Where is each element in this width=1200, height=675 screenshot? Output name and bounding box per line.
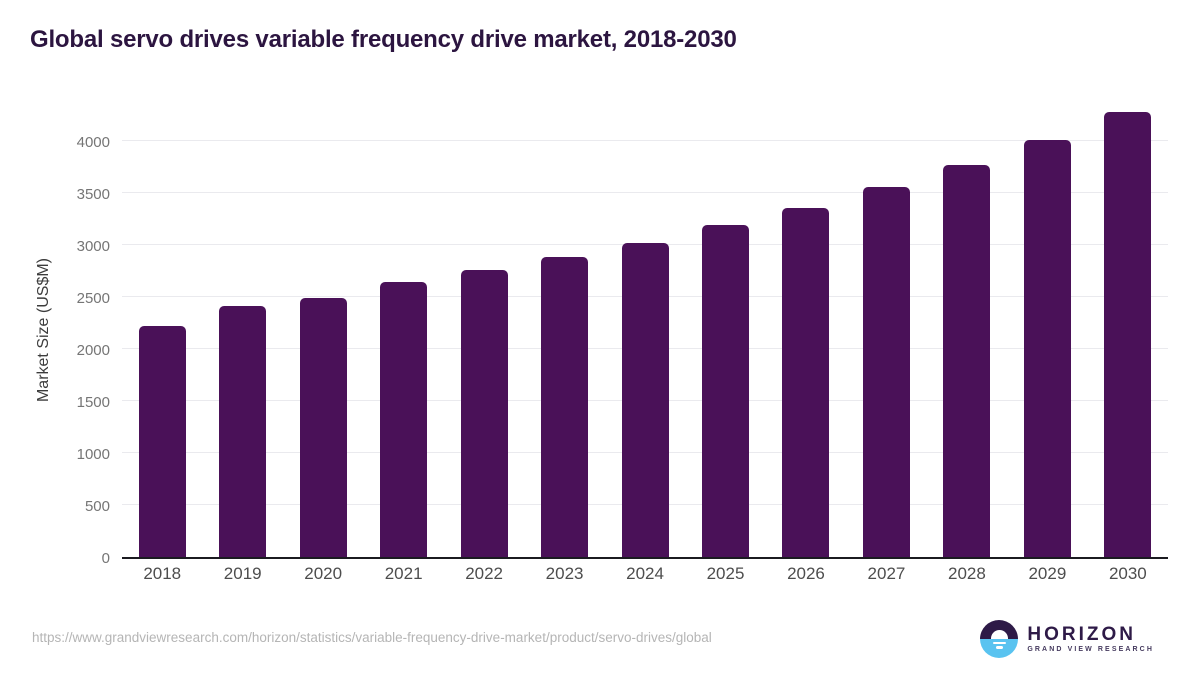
bar-2029 [1023, 139, 1071, 557]
bar-2021 [380, 281, 428, 557]
x-axis-labels: 2018 2019 2020 2021 2022 2023 2024 2025 2026 2027… [122, 564, 1168, 584]
y-tick-label: 2500 [76, 289, 110, 307]
bar-2027 [862, 187, 910, 557]
bar-2026 [782, 207, 830, 557]
bar-slot [363, 100, 443, 557]
bar-2030 [1104, 111, 1152, 557]
y-tick-label: 1000 [76, 445, 110, 463]
y-tick-label: 500 [84, 497, 110, 515]
bar-2024 [621, 242, 669, 557]
y-tick-label: 3500 [76, 185, 110, 203]
bar-2028 [943, 164, 991, 557]
x-tick-label-2025: 2025 [706, 564, 745, 583]
chart-title: Global servo drives variable frequency d… [30, 26, 737, 53]
bar-slot [1007, 100, 1087, 557]
source-url: https://www.grandviewresearch.com/horizo… [32, 630, 712, 645]
bar-2019 [219, 306, 267, 557]
bar-slot [927, 100, 1007, 557]
x-tick-label-2021: 2021 [384, 564, 423, 583]
bar-slot [444, 100, 524, 557]
x-tick-label-2020: 2020 [304, 564, 343, 583]
x-tick-label-2027: 2027 [867, 564, 906, 583]
x-tick-label-2023: 2023 [545, 564, 584, 583]
reflection-line-icon [995, 646, 1003, 649]
bar-2018 [138, 325, 186, 557]
bar-slot [766, 100, 846, 557]
x-tick-label-2026: 2026 [787, 564, 825, 583]
y-axis-labels: 0 500 1000 1500 2000 2500 3000 3500 4000 [36, 100, 110, 567]
x-tick-label-2024: 2024 [626, 564, 664, 583]
bar-slot [122, 100, 202, 557]
x-tick-label-2029: 2029 [1028, 564, 1067, 583]
bar-slot [283, 100, 363, 557]
plot-area [122, 100, 1168, 559]
y-tick-label: 2000 [76, 341, 110, 359]
bar-slot [846, 100, 926, 557]
x-tick-label-2030: 2030 [1108, 564, 1147, 583]
sunrise-dome-icon [990, 630, 1008, 639]
bar-slot [1088, 100, 1168, 557]
y-tick-label: 1500 [76, 393, 110, 411]
horizon-logo: HORIZON GRAND VIEW RESEARCH [980, 620, 1154, 658]
bar-2020 [299, 298, 347, 557]
bar-2022 [460, 269, 508, 557]
bars-container [122, 100, 1168, 557]
bar-slot [202, 100, 282, 557]
x-tick-label-2019: 2019 [223, 564, 262, 583]
bar-2025 [702, 224, 750, 557]
gridline [122, 139, 1168, 141]
bar-2023 [541, 257, 589, 557]
bar-slot [685, 100, 765, 557]
bar-slot [605, 100, 685, 557]
gridline [122, 191, 1168, 193]
horizon-logo-icon [980, 620, 1019, 658]
x-tick-label-2028: 2028 [948, 564, 986, 583]
logo-subtitle: GRAND VIEW RESEARCH [1027, 646, 1154, 653]
x-tick-label-2022: 2022 [465, 564, 504, 583]
bar-slot [524, 100, 604, 557]
y-tick-label: 4000 [76, 133, 110, 151]
logo-text: HORIZON GRAND VIEW RESEARCH [1027, 624, 1154, 654]
logo-name: HORIZON [1027, 624, 1136, 645]
y-tick-label: 0 [101, 550, 110, 567]
reflection-line-icon [992, 641, 1006, 645]
y-tick-label: 3000 [76, 237, 110, 255]
x-tick-label-2018: 2018 [143, 564, 182, 583]
